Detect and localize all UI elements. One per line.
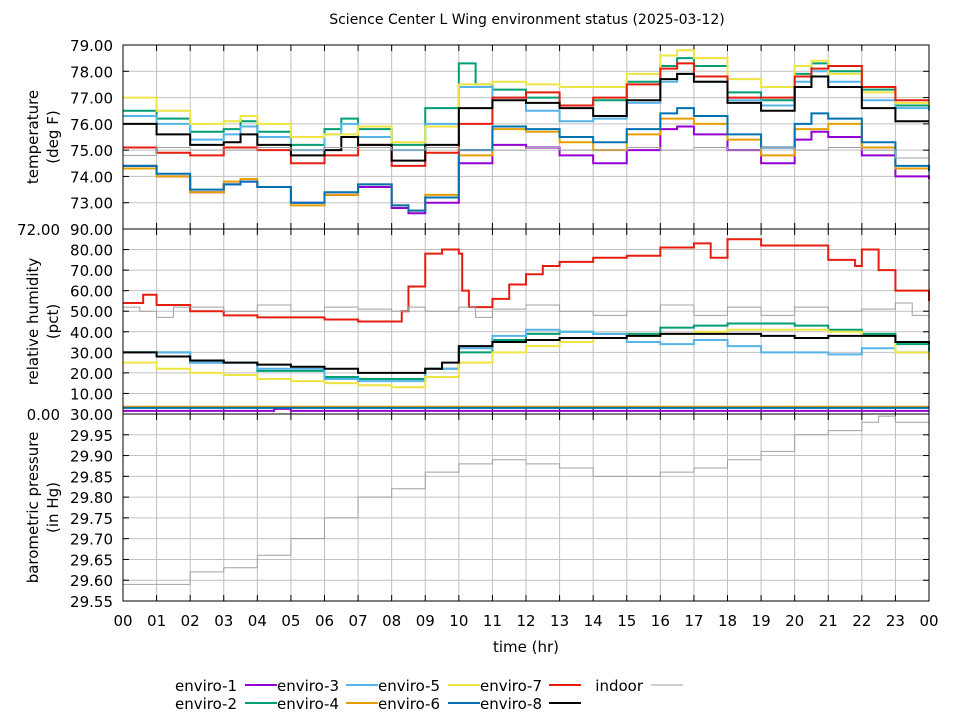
x-tick-label: 01	[147, 612, 166, 630]
series-line-indoor	[123, 302, 930, 318]
x-axis-label: time (hr)	[493, 638, 559, 656]
legend-item-enviro-8: enviro-8	[480, 695, 581, 713]
y-tick-label: 30.00	[70, 406, 113, 424]
series-line-indoor	[123, 147, 929, 159]
x-tick-label: 13	[550, 612, 569, 630]
legend-item-indoor: indoor	[595, 677, 683, 695]
legend-label: enviro-5	[378, 677, 440, 695]
y-axis-label: temperature (deg F)	[24, 90, 62, 184]
y-axis-label: barometric pressure (in Hg)	[24, 432, 62, 584]
x-tick-label: 03	[214, 612, 233, 630]
x-tick-label: 07	[349, 612, 368, 630]
y-tick-label: 76.00	[70, 116, 113, 134]
x-tick-label: 02	[181, 612, 200, 630]
series-line-enviro-5	[123, 49, 930, 144]
y-tick-label: 80.00	[70, 242, 113, 260]
legend-item-enviro-1: enviro-1	[175, 677, 277, 695]
y-tick-label: 50.00	[70, 303, 113, 321]
series-line-enviro-6	[123, 107, 930, 212]
y-tick-label: 73.00	[70, 195, 113, 213]
y-tick-label: 29.60	[70, 572, 113, 590]
series-line-enviro-8	[123, 332, 930, 374]
y-tick-label: 29.70	[70, 531, 113, 549]
y-tick-label: 74.00	[70, 168, 113, 186]
x-tick-label: 21	[819, 612, 838, 630]
legend-label: enviro-1	[175, 677, 237, 695]
y-tick-label: 20.00	[70, 365, 113, 383]
x-tick-label: 05	[281, 612, 300, 630]
series-line-indoor	[123, 415, 929, 585]
x-tick-label: 08	[382, 612, 401, 630]
legend-label: enviro-2	[175, 695, 237, 713]
legend-label: enviro-3	[277, 677, 339, 695]
y-axis-label: relative humidity (pct)	[24, 258, 62, 386]
y-tick-label: 10.00	[70, 385, 113, 403]
x-tick-label: 18	[718, 612, 737, 630]
x-tick-label: 11	[483, 612, 502, 630]
x-tick-label: 23	[886, 612, 905, 630]
x-tick-label: 22	[852, 612, 871, 630]
series-line-enviro-1	[123, 407, 929, 412]
y-tick-label: 29.80	[70, 489, 113, 507]
legend-label: enviro-8	[480, 695, 542, 713]
x-tick-label: 16	[651, 612, 670, 630]
y-tick-label-boundary: 72.00	[17, 221, 60, 239]
x-tick-label: 19	[752, 612, 771, 630]
x-tick-label: 06	[315, 612, 334, 630]
y-tick-label: 75.00	[70, 142, 113, 160]
legend-item-enviro-3: enviro-3	[277, 677, 378, 695]
y-tick-label: 79.00	[70, 37, 113, 55]
x-tick-label: 17	[684, 612, 703, 630]
legend-label: enviro-7	[480, 677, 542, 695]
y-tick-label: 78.00	[70, 63, 113, 81]
series-line-enviro-3	[123, 328, 930, 383]
x-tick-label: 14	[584, 612, 603, 630]
y-tick-label: 29.55	[70, 593, 113, 611]
y-tick-label: 90.00	[70, 221, 113, 239]
series-line-enviro-5	[123, 328, 930, 389]
y-tick-label: 60.00	[70, 283, 113, 301]
y-tick-label: 30.00	[70, 344, 113, 362]
legend-label: enviro-6	[378, 695, 440, 713]
x-tick-label: 00	[113, 612, 132, 630]
legend-label: enviro-4	[277, 695, 339, 713]
legend-item-enviro-6: enviro-6	[378, 695, 480, 713]
series-line-enviro-7	[123, 62, 929, 167]
y-tick-label: 29.75	[70, 510, 113, 528]
legend-item-enviro-5: enviro-5	[378, 677, 480, 695]
chart-title: Science Center L Wing environment status…	[329, 12, 725, 28]
x-tick-label: 10	[449, 612, 468, 630]
y-tick-label: 29.85	[70, 468, 113, 486]
y-tick-label: 29.95	[70, 427, 113, 445]
y-tick-label: 29.90	[70, 448, 113, 466]
y-tick-label: 70.00	[70, 262, 113, 280]
y-tick-label: 77.00	[70, 90, 113, 108]
y-tick-label: 29.65	[70, 551, 113, 569]
x-tick-label: 00	[919, 612, 938, 630]
x-tick-label: 09	[416, 612, 435, 630]
series-line-enviro-3	[123, 70, 930, 152]
series-line-enviro-7	[123, 238, 930, 323]
plot-frame	[122, 413, 930, 602]
x-tick-label: 04	[248, 612, 267, 630]
legend-item-enviro-4: enviro-4	[277, 695, 378, 713]
legend-label: indoor	[595, 677, 644, 695]
x-tick-label: 20	[785, 612, 804, 630]
x-tick-label: 15	[617, 612, 636, 630]
legend-item-enviro-2: enviro-2	[175, 695, 277, 713]
y-tick-label: 40.00	[70, 324, 113, 342]
legend-item-enviro-7: enviro-7	[480, 677, 581, 695]
y-tick-label-boundary: 0.00	[27, 406, 60, 424]
x-tick-label: 12	[516, 612, 535, 630]
series-line-enviro-8	[123, 72, 929, 162]
